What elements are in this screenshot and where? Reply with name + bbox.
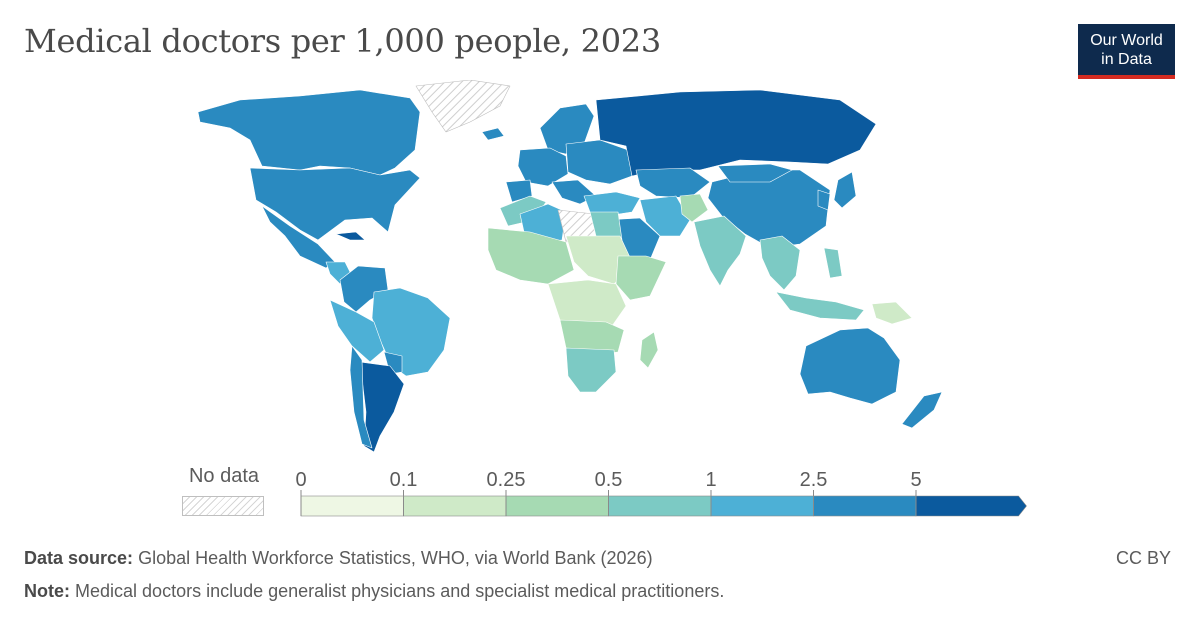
region-philippines[interactable]	[823, 247, 843, 279]
data-source-label: Data source:	[24, 548, 134, 568]
legend-bin-4[interactable]	[710, 495, 814, 517]
region-usa[interactable]	[249, 167, 421, 241]
region-iberia[interactable]	[505, 179, 533, 203]
legend-tick-label-0: 0	[295, 469, 306, 491]
region-afghanistan[interactable]	[679, 193, 709, 223]
data-source-text: Global Health Workforce Statistics, WHO,…	[138, 548, 653, 568]
region-mongolia[interactable]	[717, 163, 793, 183]
region-madagascar[interactable]	[639, 331, 659, 369]
legend-tick-label-3: 0.5	[595, 469, 623, 491]
region-western-europe[interactable]	[517, 147, 569, 187]
legend-bin-2[interactable]	[505, 495, 609, 517]
region-russia[interactable]	[595, 89, 877, 177]
region-mexico[interactable]	[261, 205, 336, 269]
logo-line-2: in Data	[1101, 51, 1152, 68]
region-korea[interactable]	[817, 189, 831, 211]
region-png[interactable]	[871, 301, 913, 325]
legend-tick-label-2: 0.25	[487, 469, 526, 491]
note-text: Medical doctors include generalist physi…	[75, 581, 725, 601]
legend-tick-label-1: 0.1	[390, 469, 418, 491]
legend-tick-label-4: 1	[705, 469, 716, 491]
region-cuba[interactable]	[335, 231, 366, 241]
legend-bin-6[interactable]	[915, 495, 1027, 517]
legend-bin-1[interactable]	[403, 495, 507, 517]
data-source: Data source: Global Health Workforce Sta…	[24, 548, 653, 569]
chart-title: Medical doctors per 1,000 people, 2023	[24, 22, 661, 60]
world-map[interactable]	[0, 80, 1200, 460]
region-indonesia[interactable]	[775, 291, 865, 321]
region-chile[interactable]	[349, 345, 373, 449]
region-new-zealand[interactable]	[901, 391, 943, 429]
license-link[interactable]: CC BY	[1116, 548, 1172, 568]
legend-no-data-label: No data	[188, 465, 260, 487]
region-argentina[interactable]	[359, 361, 405, 453]
region-iceland[interactable]	[481, 127, 505, 141]
region-canada[interactable]	[197, 89, 421, 176]
region-southeast-asia[interactable]	[759, 235, 801, 291]
color-legend: 0 0.1 0.25 0.5 1 2.5 5	[295, 469, 1027, 517]
region-iran[interactable]	[639, 195, 691, 237]
owid-logo[interactable]: Our World in Data	[1078, 24, 1175, 79]
region-greenland[interactable]	[415, 80, 511, 133]
legend-bin-3[interactable]	[608, 495, 712, 517]
region-india[interactable]	[693, 215, 747, 287]
region-eastern-europe[interactable]	[565, 139, 633, 185]
region-kazakhstan[interactable]	[635, 167, 711, 199]
logo-line-1: Our World	[1090, 32, 1163, 49]
region-southern-africa[interactable]	[565, 347, 617, 393]
region-australia[interactable]	[799, 327, 901, 405]
note-label: Note:	[24, 581, 70, 601]
legend-bin-0[interactable]	[300, 495, 404, 517]
region-brazil[interactable]	[371, 287, 451, 377]
legend-bin-5[interactable]	[813, 495, 917, 517]
region-japan[interactable]	[833, 171, 857, 209]
legend-tick-label-5: 2.5	[800, 469, 828, 491]
legend-tick-label-6: 5	[910, 469, 921, 491]
region-horn-of-africa[interactable]	[615, 255, 667, 301]
legend-no-data-swatch	[182, 496, 264, 516]
note: Note: Medical doctors include generalist…	[24, 581, 724, 602]
region-peru-bolivia[interactable]	[329, 299, 385, 363]
